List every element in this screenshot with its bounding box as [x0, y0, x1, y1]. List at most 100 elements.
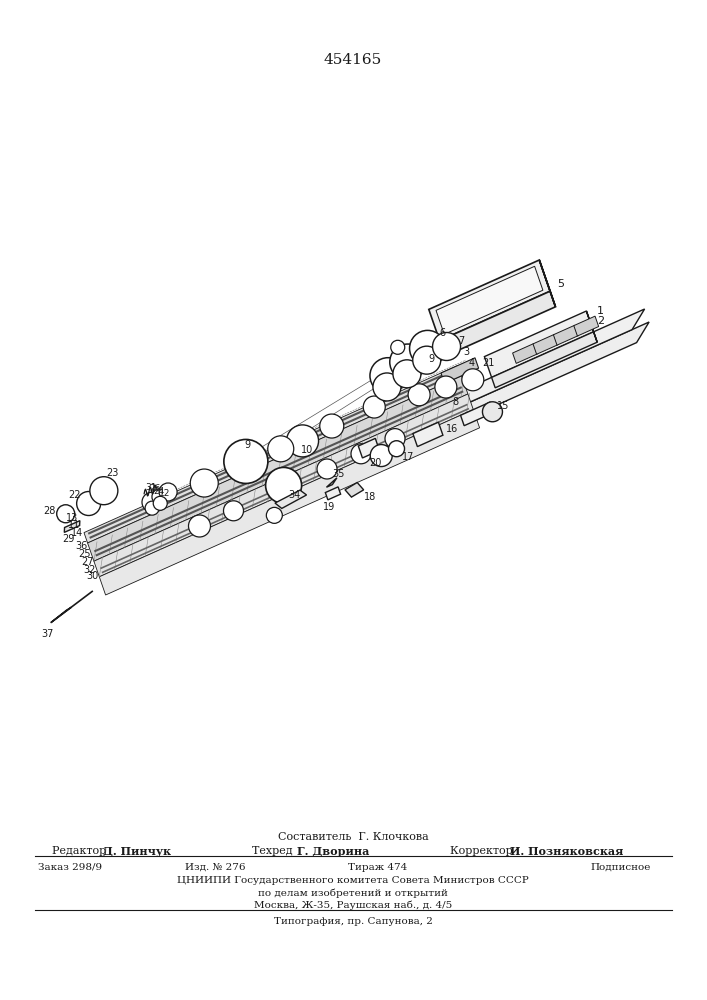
Circle shape [317, 459, 337, 479]
Polygon shape [554, 325, 578, 345]
Polygon shape [441, 358, 479, 383]
Text: 35: 35 [332, 469, 345, 479]
Text: 2: 2 [597, 316, 604, 326]
Polygon shape [84, 365, 462, 543]
Polygon shape [440, 291, 556, 356]
Polygon shape [445, 309, 645, 413]
Circle shape [57, 505, 75, 523]
Polygon shape [574, 316, 599, 336]
Circle shape [393, 360, 421, 388]
Circle shape [286, 425, 319, 457]
Circle shape [413, 346, 440, 374]
Text: 28: 28 [44, 506, 56, 516]
Text: 31: 31 [145, 483, 156, 492]
Circle shape [142, 492, 162, 512]
Polygon shape [460, 402, 494, 426]
Text: Корректор: Корректор [450, 846, 516, 856]
Text: Типография, пр. Сапунова, 2: Типография, пр. Сапунова, 2 [274, 917, 433, 926]
Text: 4: 4 [469, 358, 474, 368]
Polygon shape [484, 311, 594, 377]
Circle shape [320, 414, 344, 438]
Text: 36: 36 [76, 541, 88, 551]
Text: 6: 6 [440, 328, 445, 338]
Polygon shape [327, 478, 337, 487]
Circle shape [159, 483, 177, 501]
Text: 14: 14 [71, 528, 83, 538]
Circle shape [370, 358, 406, 394]
Text: 27: 27 [81, 557, 93, 567]
Polygon shape [275, 490, 307, 508]
Polygon shape [491, 332, 597, 388]
Text: 25: 25 [78, 549, 91, 559]
Circle shape [370, 445, 392, 467]
Text: Г. Дворина: Г. Дворина [297, 846, 369, 857]
Polygon shape [450, 322, 649, 426]
Circle shape [153, 496, 168, 510]
Polygon shape [88, 376, 468, 561]
Text: Заказ 298/9: Заказ 298/9 [38, 863, 102, 872]
Text: 18: 18 [364, 492, 376, 502]
Circle shape [266, 467, 302, 503]
Polygon shape [533, 334, 558, 354]
Text: 9: 9 [245, 440, 251, 450]
Polygon shape [64, 521, 80, 532]
Text: 7: 7 [459, 336, 464, 347]
Text: 11: 11 [69, 520, 81, 530]
Circle shape [373, 373, 401, 401]
Circle shape [351, 444, 371, 464]
Circle shape [145, 501, 159, 515]
Text: 23: 23 [106, 468, 118, 478]
Polygon shape [94, 394, 473, 577]
Text: 3: 3 [464, 347, 469, 357]
Text: Изд. № 276: Изд. № 276 [185, 863, 245, 872]
Text: Редактор: Редактор [52, 846, 110, 856]
Text: 16: 16 [445, 424, 458, 434]
Text: Тираж 474: Тираж 474 [348, 863, 407, 872]
Circle shape [268, 436, 294, 462]
Text: 5: 5 [558, 279, 565, 289]
Circle shape [363, 396, 385, 418]
Text: 32: 32 [83, 565, 96, 575]
Text: 22: 22 [69, 490, 81, 500]
Circle shape [408, 384, 430, 406]
Circle shape [90, 477, 118, 505]
Text: 17: 17 [402, 452, 414, 462]
Circle shape [76, 491, 100, 516]
Text: 9: 9 [428, 354, 435, 364]
Circle shape [267, 507, 282, 523]
Polygon shape [345, 483, 363, 497]
Circle shape [482, 402, 503, 422]
Polygon shape [358, 438, 380, 458]
Circle shape [389, 441, 404, 457]
Text: 34: 34 [288, 490, 300, 500]
Circle shape [190, 469, 218, 497]
Polygon shape [429, 260, 550, 341]
Text: 1: 1 [597, 306, 604, 316]
Text: 10: 10 [300, 445, 313, 455]
Text: Москва, Ж-35, Раушская наб., д. 4/5: Москва, Ж-35, Раушская наб., д. 4/5 [254, 900, 452, 910]
Polygon shape [413, 422, 443, 447]
Text: И. Позняковская: И. Позняковская [510, 846, 624, 857]
Circle shape [462, 369, 484, 391]
Text: 29: 29 [62, 534, 74, 544]
Text: Подписное: Подписное [590, 863, 650, 872]
Circle shape [391, 340, 404, 354]
Text: 20: 20 [369, 458, 382, 468]
Text: по делам изобретений и открытий: по делам изобретений и открытий [258, 888, 448, 898]
Text: 12: 12 [158, 489, 170, 498]
Text: 13: 13 [66, 513, 78, 523]
Circle shape [152, 489, 168, 505]
Text: 37: 37 [41, 629, 54, 639]
Polygon shape [51, 607, 71, 622]
Text: Техред: Техред [252, 846, 296, 856]
Circle shape [409, 330, 445, 366]
Text: 21: 21 [482, 358, 494, 368]
Text: 454165: 454165 [324, 53, 382, 67]
Circle shape [433, 332, 460, 360]
Circle shape [189, 515, 211, 537]
Text: 8: 8 [452, 397, 459, 407]
Text: 15: 15 [497, 401, 509, 411]
Text: 26: 26 [149, 484, 160, 493]
Polygon shape [539, 260, 556, 307]
Circle shape [385, 429, 405, 449]
